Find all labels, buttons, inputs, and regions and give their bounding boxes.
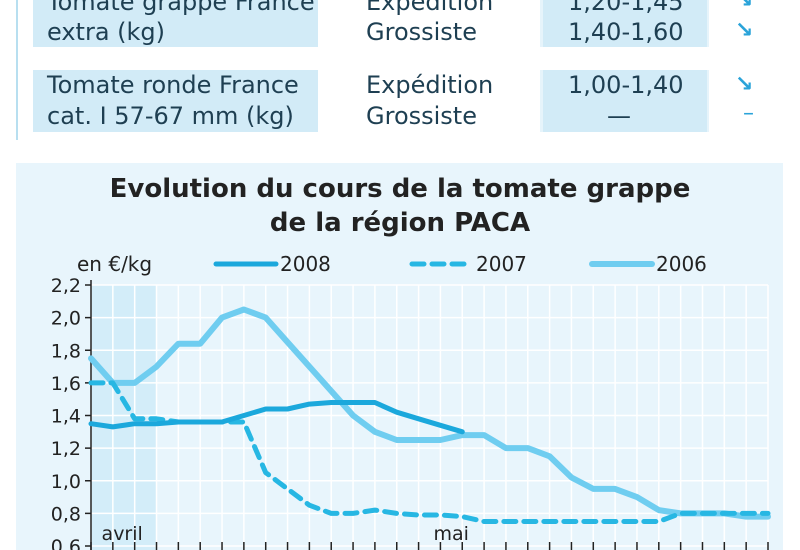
market-cell: Expédition Grossiste (318, 0, 540, 47)
table-row: Tomate grappe France extra (kg) Expéditi… (33, 0, 783, 47)
series-line-2006 (88, 306, 771, 520)
chart-title: Evolution du cours de la tomate grappe d… (0, 172, 800, 240)
april-band (91, 285, 157, 550)
x-annotation-avril: avril (102, 523, 143, 545)
product-line-1: Tomate ronde France (47, 71, 299, 99)
market-cell: Expédition Grossiste (318, 70, 540, 132)
product-cell: Tomate ronde France cat. I 57-67 mm (kg) (33, 70, 318, 132)
trend-down-icon: ↘ (735, 18, 754, 43)
trend-down-icon: ↘ (735, 0, 754, 13)
price-line-1: 1,00-1,40 (568, 71, 684, 99)
legend-label-2008: 2008 (280, 252, 331, 276)
y-tick-label: 2,0 (51, 308, 81, 330)
price-line-2: 1,40-1,60 (568, 18, 684, 46)
y-tick-label: 2,2 (51, 275, 81, 297)
price-cell: 1,00-1,40 — (543, 70, 707, 132)
series-line-2008 (88, 400, 465, 435)
series-line-2007 (88, 380, 771, 524)
legend-label-2007: 2007 (476, 252, 527, 276)
product-line-1: Tomate grappe France (47, 0, 315, 16)
table-row: Tomate ronde France cat. I 57-67 mm (kg)… (33, 70, 783, 132)
trend-flat-icon: – (743, 101, 754, 126)
table-side-line (16, 0, 18, 140)
y-tick-label: 1,6 (51, 373, 81, 395)
price-table: Tomate grappe France extra (kg) Expéditi… (0, 0, 800, 140)
trend-cell: ↘ – (709, 70, 783, 132)
x-annotation-mai: mai (434, 523, 469, 545)
trend-down-icon: ↘ (735, 72, 754, 97)
y-tick-label: 1,8 (51, 340, 81, 362)
price-line-2: — (607, 102, 631, 130)
price-line-1: 1,20-1,45 (568, 0, 684, 16)
y-tick-label: 1,2 (51, 438, 81, 460)
trend-cell: ↘ ↘ (709, 0, 783, 47)
legend-label-2006: 2006 (656, 252, 707, 276)
market-line-2: Grossiste (366, 18, 477, 46)
market-line-1: Expédition (366, 71, 494, 99)
market-line-2: Grossiste (366, 102, 477, 130)
y-tick-label: 1,4 (51, 406, 81, 428)
product-line-2: cat. I 57-67 mm (kg) (47, 102, 294, 130)
y-tick-label: 0,8 (51, 503, 81, 525)
product-line-2: extra (kg) (47, 18, 166, 46)
chart-title-line-1: Evolution du cours de la tomate grappe (109, 174, 691, 204)
product-cell: Tomate grappe France extra (kg) (33, 0, 318, 47)
price-cell: 1,20-1,45 1,40-1,60 (543, 0, 707, 47)
y-tick-label: 0,6 (51, 536, 81, 550)
y-axis-unit-label: en €/kg (77, 252, 153, 276)
y-tick-label: 1,0 (51, 471, 81, 493)
chart-title-line-2: de la région PACA (269, 208, 531, 238)
market-line-1: Expédition (366, 0, 494, 16)
